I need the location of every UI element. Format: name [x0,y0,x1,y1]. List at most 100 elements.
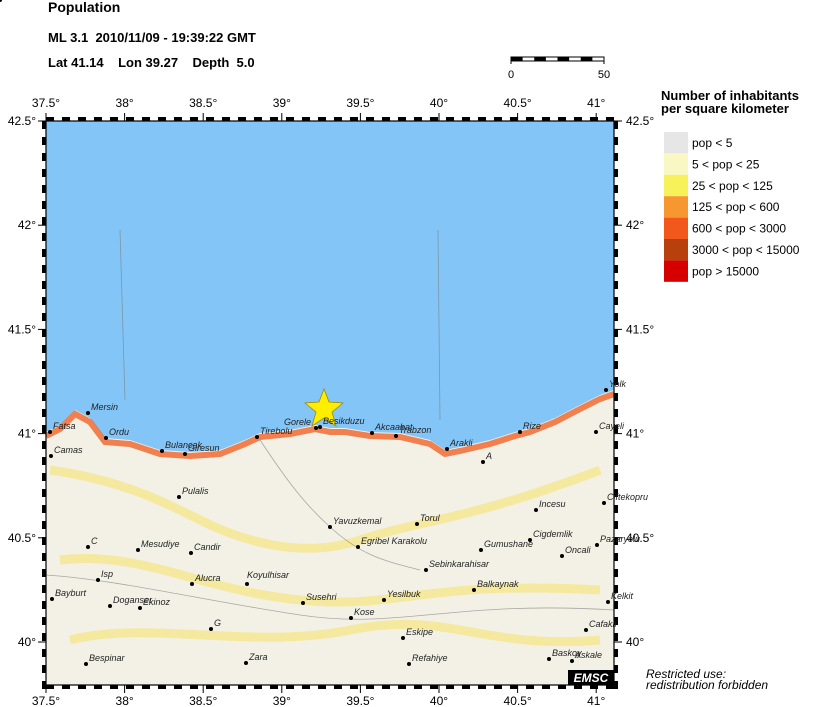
legend-label: pop > 15000 [692,264,759,278]
frame-dash [42,553,46,561]
lon-label: 41° [587,96,605,110]
frame-dash [254,685,262,689]
frame-dash [574,685,582,689]
lat-label: 40° [18,635,36,649]
frame-dash [614,233,618,241]
city-label: Kelkit [611,591,634,601]
notice: Restricted use: [646,667,726,681]
frame-dash [62,117,70,121]
city-label: Gorele [284,417,311,427]
frame-dash [614,265,618,273]
frame-dash [46,685,54,689]
city-dot [318,425,322,429]
city-label: Cafakli [589,619,618,629]
city-dot [314,426,318,430]
frame-dash [334,685,342,689]
frame-dash [614,489,618,497]
city-dot [424,568,428,572]
legend-title: per square kilometer [661,101,789,116]
lon-label: 40° [430,694,448,707]
city-dot [356,545,360,549]
lat-label: 42.5° [626,114,654,128]
frame-dash [42,185,46,193]
city-label: Ekinoz [143,597,171,607]
city-label: Cayeli [599,421,625,431]
city-dot [244,661,248,665]
lon-label: 38° [116,96,134,110]
city-label: Cigdemlik [533,529,573,539]
title: Population [48,0,120,15]
frame-dash [614,553,618,561]
lat-label: 41° [18,427,36,441]
frame-dash [614,457,618,465]
city-dot [301,601,305,605]
frame-dash [446,685,454,689]
frame-dash [574,117,582,121]
frame-dash [510,117,518,121]
frame-dash [614,361,618,369]
frame-dash [42,665,46,673]
city-label: A [485,451,492,461]
city-label: Pulalis [182,486,209,496]
city-label: Incesu [539,499,566,509]
city-dot [138,606,142,610]
city-dot [415,522,419,526]
frame-dash [42,585,46,593]
city-dot [481,460,485,464]
frame-dash [462,685,470,689]
frame-dash [366,117,374,121]
lon-label: 40.5° [504,694,532,707]
frame-dash [42,233,46,241]
city-dot [160,449,164,453]
frame-dash [142,685,150,689]
city-dot [560,554,564,558]
map-area [44,120,616,686]
frame-dash [42,537,46,545]
legend-swatch [664,239,688,261]
city-dot [547,657,551,661]
city-dot [595,543,599,547]
frame-dash [614,345,618,353]
legend-swatch [664,260,688,282]
map-frame [45,120,615,686]
frame-dash [334,117,342,121]
city-label: Pazaryolu [600,534,640,544]
frame-dash [414,117,422,121]
city-dot [108,604,112,608]
city-label: Trabzon [399,425,431,435]
lon-label: 40° [430,96,448,110]
frame-dash [42,505,46,513]
frame-dash [558,117,566,121]
frame-dash [42,313,46,321]
city-label: Refahiye [412,653,448,663]
frame-dash [42,489,46,497]
frame-dash [614,121,618,129]
city-dot [445,447,449,451]
frame-dash [614,217,618,225]
logo: EMSC [574,671,609,685]
scale-bar-segment [557,57,570,61]
frame-dash [614,249,618,257]
frame-dash [238,685,246,689]
frame-dash [42,345,46,353]
lon-label: 38.5° [189,694,217,707]
boundaries [45,229,615,620]
city-label: Candir [194,542,222,552]
frame-dash [446,117,454,121]
city-label: Giresun [188,443,220,453]
city-dot [190,582,194,586]
city-label: Camas [54,445,83,455]
frame-dash [614,601,618,609]
frame-dash [42,377,46,385]
frame-dash [614,169,618,177]
city-label: Ordu [109,427,129,437]
city-dot [349,616,353,620]
epicenter-star [303,387,345,427]
city-dot [50,597,54,601]
city-label: Alucra [194,573,221,583]
city-label: Torul [420,513,441,523]
city-label: Oncali [565,545,592,555]
frame-dash [42,521,46,529]
lon-label: 39° [273,96,291,110]
frame-dash [126,117,134,121]
